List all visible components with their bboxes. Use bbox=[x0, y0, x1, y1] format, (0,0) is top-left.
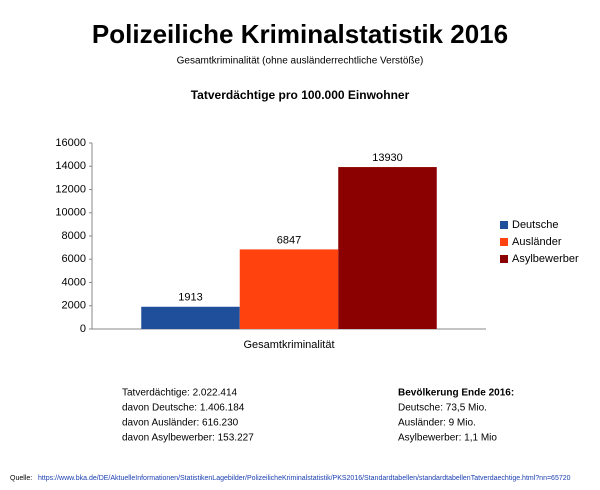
bar bbox=[338, 167, 437, 329]
chart-title: Polizeiliche Kriminalstatistik 2016 bbox=[92, 19, 508, 49]
legend-label: Asylbewerber bbox=[512, 253, 579, 265]
source-link[interactable]: https://www.bka.de/DE/AktuelleInformatio… bbox=[38, 475, 571, 482]
y-tick-label: 4000 bbox=[62, 276, 86, 288]
note-line: Ausländer: 9 Mio. bbox=[398, 418, 476, 429]
legend-swatch bbox=[500, 221, 508, 229]
plot-title: Tatverdächtige pro 100.000 Einwohner bbox=[191, 88, 410, 102]
note-heading: Bevölkerung Ende 2016: bbox=[398, 388, 514, 399]
source-label: Quelle: bbox=[10, 475, 32, 482]
note-line: davon Deutsche: 1.406.184 bbox=[122, 403, 245, 414]
data-label: 1913 bbox=[178, 292, 202, 304]
data-label: 6847 bbox=[277, 234, 301, 246]
x-tick-label: Gesamtkriminalität bbox=[243, 339, 334, 351]
y-tick-label: 10000 bbox=[55, 207, 86, 219]
legend-swatch bbox=[500, 238, 508, 246]
legend-label: Deutsche bbox=[512, 219, 558, 231]
y-tick-label: 12000 bbox=[55, 183, 86, 195]
note-line: Asylbewerber: 1,1 Mio bbox=[398, 433, 497, 444]
note-line: Tatverdächtige: 2.022.414 bbox=[122, 388, 238, 399]
y-tick-label: 0 bbox=[80, 323, 86, 335]
y-tick-label: 14000 bbox=[55, 160, 86, 172]
legend-swatch bbox=[500, 255, 508, 263]
data-label: 13930 bbox=[372, 152, 403, 164]
chart-subtitle: Gesamtkriminalität (ohne ausländerrechtl… bbox=[177, 56, 424, 67]
note-line: davon Asylbewerber: 153.227 bbox=[122, 433, 254, 444]
note-line: davon Ausländer: 616.230 bbox=[122, 418, 239, 429]
bar bbox=[141, 306, 240, 329]
bar bbox=[239, 249, 339, 329]
note-line: Deutsche: 73,5 Mio. bbox=[398, 403, 487, 414]
y-tick-label: 2000 bbox=[62, 300, 86, 312]
y-tick-label: 16000 bbox=[55, 137, 86, 149]
y-tick-label: 8000 bbox=[62, 230, 86, 242]
y-tick-label: 6000 bbox=[62, 253, 86, 265]
legend-label: Ausländer bbox=[512, 236, 562, 248]
